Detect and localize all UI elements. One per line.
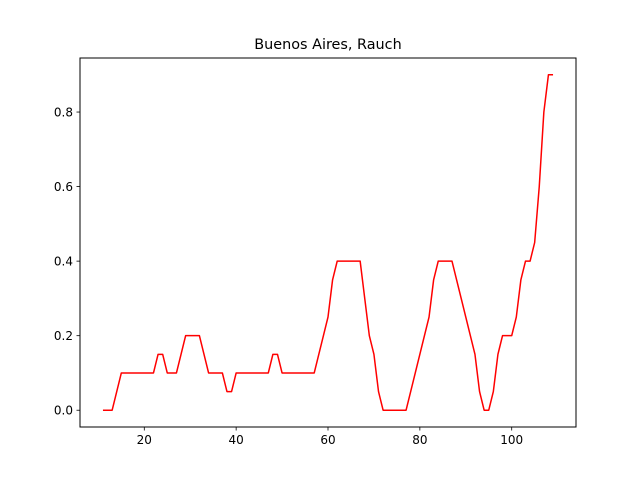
y-tick-label: 0.2	[54, 329, 73, 343]
plot-frame	[79, 57, 577, 428]
series-line	[102, 74, 554, 411]
chart-title: Buenos Aires, Rauch	[254, 37, 401, 53]
x-tick-label: 80	[412, 433, 427, 447]
series-layer	[102, 74, 554, 411]
y-tick-label: 0.0	[54, 404, 73, 418]
x-axis-ticks: 20 40 60 80 100	[137, 427, 523, 447]
x-tick-label: 60	[320, 433, 335, 447]
y-axis-ticks: 0.0 0.2 0.4 0.6 0.8	[54, 105, 80, 418]
x-tick-label: 20	[137, 433, 152, 447]
y-tick-label: 0.8	[54, 105, 73, 119]
y-tick-label: 0.6	[54, 180, 73, 194]
y-tick-label: 0.4	[54, 254, 73, 268]
x-tick-label: 40	[229, 433, 244, 447]
x-tick-label: 100	[500, 433, 523, 447]
